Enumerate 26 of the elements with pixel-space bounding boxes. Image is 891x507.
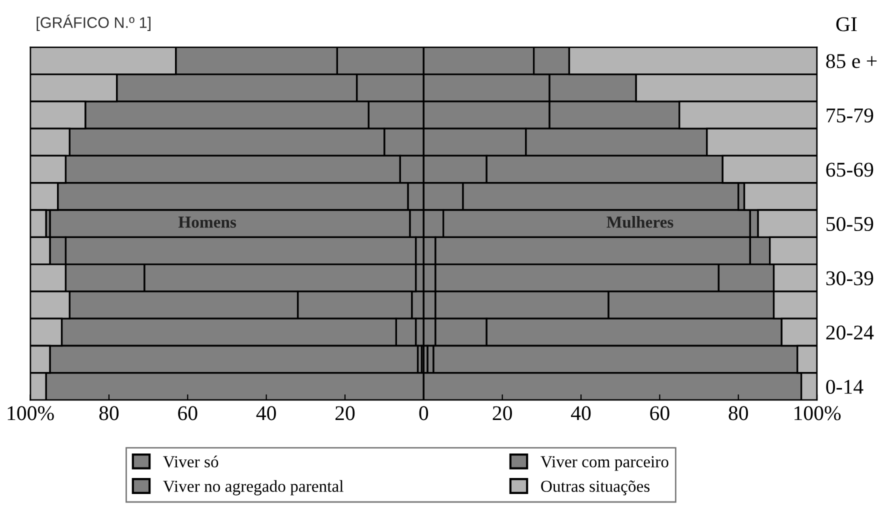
- legend-label: Viver no agregado parental: [163, 480, 344, 496]
- x-tick-label: 80: [728, 406, 748, 420]
- x-tick-label: 80: [99, 406, 119, 420]
- x-tick-label: 40: [571, 406, 591, 420]
- y-tick-label: 20-24: [826, 326, 874, 340]
- y-axis-title: GI: [836, 17, 857, 32]
- x-tick-label: 60: [178, 406, 198, 420]
- y-tick-label: 65-69: [826, 162, 874, 177]
- legend-label: Viver com parceiro: [540, 456, 668, 471]
- x-tick-label: 60: [650, 406, 670, 420]
- y-tick-label: 50-59: [826, 216, 874, 232]
- chart-title: [GRÁFICO N.º 1]: [36, 14, 150, 32]
- y-tick-label: 0-14: [826, 380, 864, 394]
- legend-label: Outras situações: [541, 480, 650, 496]
- y-tick-label: 30-39: [826, 271, 874, 286]
- legend-label: Viver só: [163, 456, 218, 468]
- y-tick-label: 85 e +: [826, 54, 877, 68]
- x-tick-label: 20: [492, 406, 512, 420]
- annotation: Mulheres: [606, 216, 674, 228]
- x-tick-label: 0: [419, 406, 428, 420]
- x-tick-label: 40: [256, 406, 276, 420]
- x-tick-label: 20: [335, 406, 355, 420]
- annotation: Homens: [178, 216, 236, 228]
- y-tick-label: 75-79: [826, 108, 874, 122]
- x-tick-label: 100%: [8, 406, 54, 420]
- x-tick-label: 100%: [794, 406, 841, 420]
